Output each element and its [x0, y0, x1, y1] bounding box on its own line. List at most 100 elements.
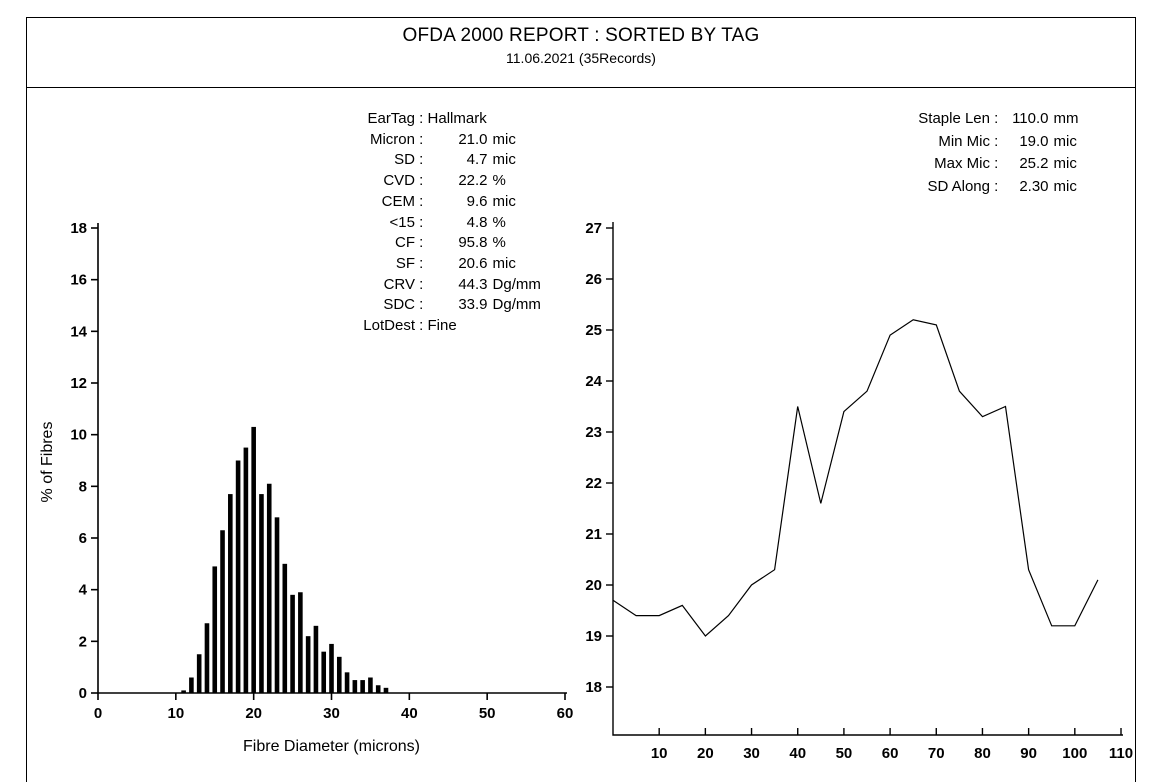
stat-label: SF — [395, 254, 415, 272]
histogram-bar — [243, 447, 249, 693]
stat-unit: Dg/mm — [492, 296, 541, 314]
y-tick-label: 6 — [79, 530, 87, 547]
y-tick-label: 25 — [585, 322, 602, 339]
x-tick-label: 0 — [94, 705, 102, 722]
stat-colon: : — [415, 275, 428, 293]
y-tick-label: 14 — [70, 323, 87, 340]
y-axis-title: % of Fibres — [39, 422, 56, 503]
stat-label: Min Mic — [938, 132, 990, 150]
x-tick-label: 60 — [882, 745, 899, 762]
stat-row: SF : 20.6 mic — [327, 254, 541, 275]
stat-label: EarTag — [367, 110, 415, 127]
y-tick-label: 22 — [585, 475, 602, 492]
histogram-axes — [97, 223, 567, 694]
stat-value: Hallmark — [427, 110, 487, 127]
stat-row: Staple Len : 110.0 mm — [898, 108, 1079, 131]
stat-row: SDC : 33.9 Dg/mm — [327, 295, 541, 316]
x-tick-label: 10 — [651, 745, 668, 762]
report-subtitle: 11.06.2021 (35Records) — [506, 50, 656, 66]
y-tick-label: 19 — [585, 628, 602, 645]
stat-row: CF : 95.8% — [327, 233, 541, 254]
y-tick-label: 21 — [585, 526, 602, 543]
stat-colon: : — [415, 151, 428, 169]
x-tick-label: 10 — [167, 705, 184, 722]
stat-label: Staple Len — [918, 110, 990, 127]
micron-along-staple-profile: 27 26 25 24 23 22 21 20 19 18 10 20 30 40 50 60 70 80 90 10… — [585, 220, 1133, 762]
histogram-bars — [181, 426, 389, 693]
stat-colon: : — [415, 254, 428, 272]
stat-value: 20.6 — [458, 254, 488, 272]
stat-colon: : — [415, 110, 428, 127]
stat-value: 22.2 — [458, 172, 488, 190]
profile-axes — [612, 222, 1123, 736]
stat-value: 95.8 — [458, 234, 488, 252]
y-tick-label: 23 — [585, 424, 602, 441]
y-tick-label: 24 — [585, 373, 602, 390]
y-tick-label: 16 — [70, 272, 87, 289]
stat-colon: : — [990, 178, 1003, 196]
title-separator — [26, 87, 1136, 88]
histogram-bar — [290, 594, 295, 693]
stat-label: CEM — [381, 192, 415, 210]
stat-row: Micron : 21.0 mic — [327, 130, 541, 151]
x-tick-label: 50 — [479, 705, 496, 722]
histogram-bar — [321, 651, 327, 693]
stat-row: SD : 4.7 mic — [327, 150, 541, 171]
x-tick-label: 30 — [743, 745, 760, 762]
histogram-bar — [266, 483, 272, 693]
stat-label: CVD — [383, 172, 415, 190]
stat-colon: : — [415, 213, 428, 231]
stat-unit: mic — [1053, 155, 1077, 173]
stat-colon: : — [990, 155, 1003, 173]
histogram-bar — [204, 623, 210, 693]
stat-value: Fine — [427, 317, 457, 335]
x-tick-label: 90 — [1020, 745, 1037, 762]
stat-value: 9.6 — [466, 192, 488, 210]
histogram-bar — [220, 530, 225, 693]
histogram-bar — [383, 687, 389, 693]
x-tick-label: 30 — [323, 705, 340, 722]
stat-unit: % — [492, 172, 506, 190]
histogram-bar — [274, 517, 280, 693]
x-tick-label: 100 — [1062, 745, 1087, 762]
x-tick-label: 20 — [697, 745, 714, 762]
sample-stats-panel: EarTag : Hallmark Micron : 21.0 mic SD : 4.… — [327, 109, 541, 337]
stat-row: Max Mic : 25.2 mic — [898, 153, 1079, 176]
stat-unit: mic — [1053, 178, 1077, 196]
x-tick-label: 80 — [974, 745, 991, 762]
histogram-bar — [189, 677, 194, 693]
histogram-bar — [368, 677, 373, 693]
stat-label: CRV — [383, 275, 415, 293]
y-tick-label: 12 — [70, 375, 87, 392]
stat-unit: % — [492, 234, 506, 252]
histogram-bar — [344, 672, 350, 693]
stat-row: CRV : 44.3 Dg/mm — [327, 275, 541, 296]
x-tick-label: 110 — [1109, 745, 1133, 762]
histogram-bar — [282, 563, 288, 693]
x-tick-label: 70 — [928, 745, 945, 762]
stat-label: SD — [394, 151, 415, 169]
x-tick-label: 60 — [557, 705, 574, 722]
stat-row: EarTag : Hallmark — [327, 109, 541, 130]
fibre-diameter-histogram: 0 2 4 6 8 10 12 14 16 18 0 10 20 30 40 50 60 Fibre Diamet… — [39, 220, 573, 755]
x-axis-title: Fibre Diameter (microns) — [243, 738, 420, 755]
stat-unit: Dg/mm — [492, 275, 541, 293]
y-tick-label: 20 — [585, 577, 602, 594]
x-tick-label: 50 — [836, 745, 853, 762]
stat-value: 21.0 — [458, 130, 488, 148]
histogram-bar — [251, 426, 256, 693]
stat-unit: mm — [1053, 110, 1079, 127]
stat-colon: : — [990, 132, 1003, 150]
stat-value: 2.30 — [1019, 178, 1049, 196]
stat-value: 44.3 — [458, 275, 488, 293]
histogram-bar — [259, 494, 264, 693]
stat-row: <15 : 4.8% — [327, 213, 541, 234]
stat-label: SD Along — [927, 178, 990, 196]
x-tick-label: 40 — [789, 745, 806, 762]
x-tick-label: 20 — [245, 705, 262, 722]
stat-colon: : — [415, 234, 428, 252]
stat-value: 19.0 — [1019, 132, 1049, 150]
y-tick-label: 18 — [70, 220, 87, 237]
stat-label: Max Mic — [934, 155, 990, 173]
